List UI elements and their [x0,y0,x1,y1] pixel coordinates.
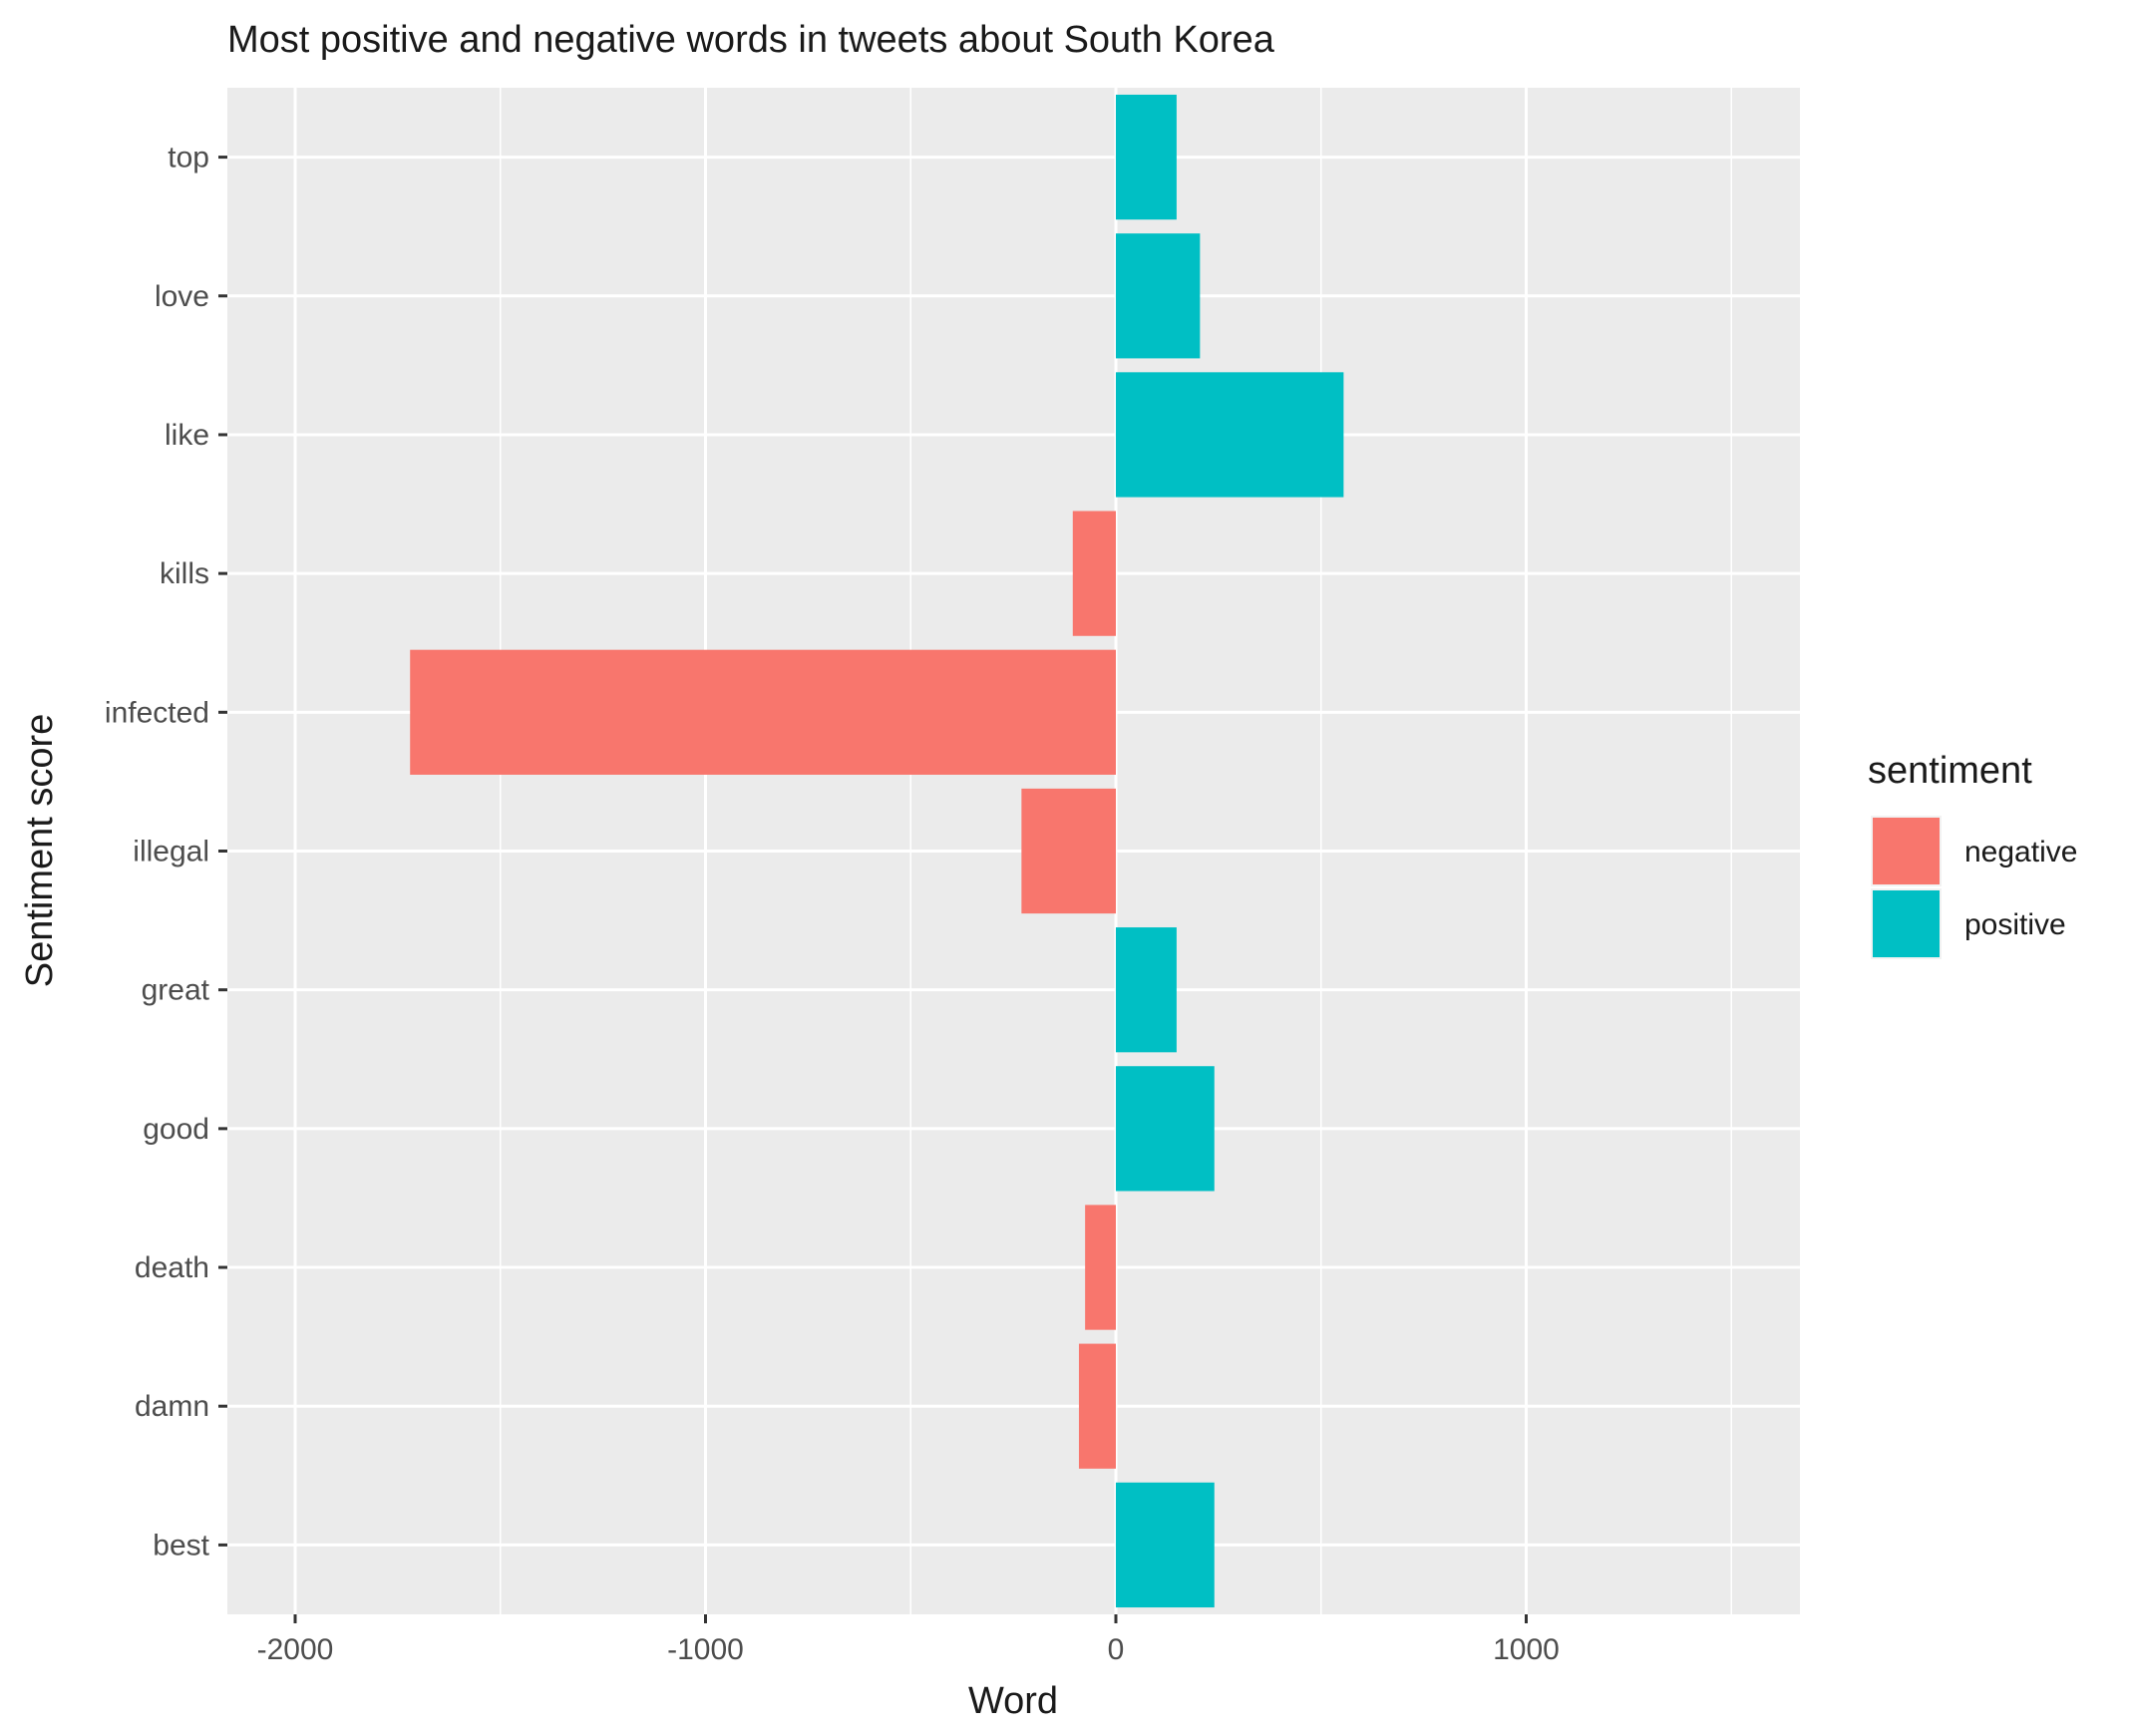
bar-like [1116,372,1344,498]
y-axis-label: Sentiment score [19,714,61,988]
y-tick-label-best: best [153,1529,209,1562]
y-tick-label-illegal: illegal [133,836,209,868]
chart-title: Most positive and negative words in twee… [227,19,1275,61]
x-tick-label: -2000 [257,1633,334,1666]
y-tick-label-death: death [135,1251,209,1284]
legend: sentiment negative positive [1868,750,2077,959]
bar-best [1116,1482,1215,1608]
x-tick-label: 1000 [1493,1633,1560,1666]
x-tick-label: 0 [1108,1633,1125,1666]
bar-infected [410,649,1117,775]
y-tick-label-infected: infected [105,696,209,729]
legend-swatch-negative [1873,818,1940,884]
bar-death [1085,1205,1116,1330]
legend-label-negative: negative [1964,836,2077,868]
x-axis: -2000 -1000 0 1000 [257,1614,1560,1666]
x-tick-label: -1000 [667,1633,744,1666]
bar-good [1116,1066,1215,1192]
bar-great [1116,927,1177,1053]
y-tick-label-love: love [155,280,209,313]
bar-kills [1072,511,1116,636]
legend-title: sentiment [1868,750,2032,792]
bar-illegal [1021,788,1116,914]
y-tick-label-top: top [168,142,209,174]
y-tick-label-damn: damn [135,1390,209,1423]
bar-love [1116,233,1201,359]
bar-top [1116,94,1177,220]
y-tick-label-like: like [165,419,209,452]
y-tick-label-kills: kills [160,557,209,590]
y-tick-label-good: good [143,1113,209,1146]
legend-swatch-positive [1873,890,1940,957]
x-axis-label: Word [968,1680,1058,1722]
bar-damn [1078,1343,1116,1469]
y-tick-label-great: great [142,974,210,1007]
bars [410,94,1344,1608]
legend-label-positive: positive [1964,908,2066,941]
y-axis: best damn death good great illegal infected kil… [105,142,227,1562]
